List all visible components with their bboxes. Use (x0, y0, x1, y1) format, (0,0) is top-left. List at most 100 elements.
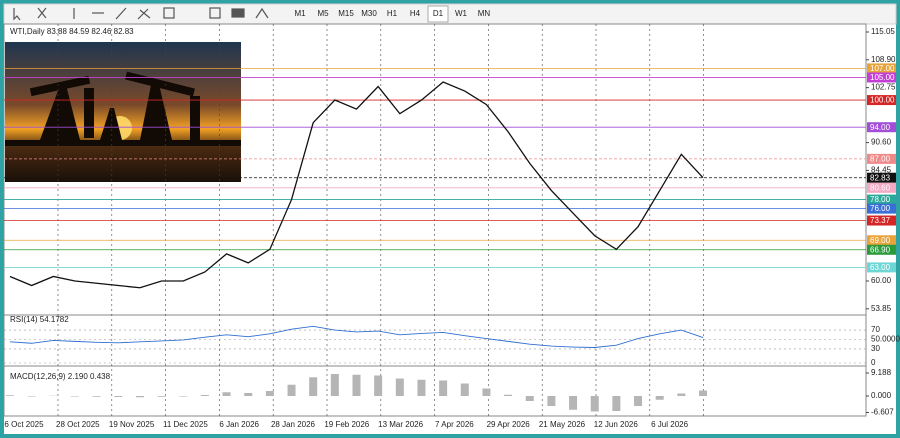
level-badge (867, 203, 896, 214)
date-label: 6 Jul 2026 (651, 420, 688, 429)
macd-bar (504, 394, 513, 396)
level-label: 69.00 (870, 236, 891, 245)
rsi-line (9, 325, 704, 348)
macd-bar (200, 395, 209, 396)
rsi-tick-label: 0 (871, 358, 876, 367)
date-label: 7 Apr 2026 (435, 420, 474, 429)
level-label: 73.37 (870, 216, 891, 225)
macd-bar (439, 380, 448, 396)
macd-bar (244, 393, 253, 396)
date-label: 28 Oct 2025 (56, 420, 100, 429)
macd-bar (569, 396, 578, 410)
date-label: 13 Mar 2026 (378, 420, 423, 429)
level-badge (867, 262, 896, 273)
level-badge (867, 72, 896, 83)
news-image (5, 42, 241, 182)
macd-bar (222, 392, 231, 396)
macd-bar (547, 396, 556, 406)
macd-bar (287, 384, 296, 396)
macd-bar (634, 396, 643, 406)
macd-bar (352, 374, 361, 396)
level-badge (867, 235, 896, 246)
timeframe-button[interactable]: M5 (317, 9, 329, 18)
level-badge (867, 153, 896, 164)
price-tick-label: 90.60 (871, 138, 892, 147)
macd-bar (70, 396, 79, 397)
timeframe-button[interactable]: M30 (361, 9, 377, 18)
level-badge (867, 244, 896, 255)
level-label: 63.00 (870, 263, 891, 272)
level-label: 76.00 (870, 204, 891, 213)
level-label: 105.00 (870, 73, 895, 82)
rsi-tick-label: 50.0000 (871, 335, 900, 344)
date-label: 21 May 2026 (539, 420, 586, 429)
macd-bar (417, 379, 426, 396)
macd-tick-label: 9.188 (871, 368, 892, 377)
macd-bar (92, 396, 101, 397)
level-label: 100.00 (870, 96, 895, 105)
rsi-tick-label: 30 (871, 344, 880, 353)
timeframe-button[interactable]: MN (478, 9, 491, 18)
level-badge (867, 215, 896, 226)
price-line (9, 81, 704, 289)
level-badge (867, 63, 896, 74)
macd-bar (612, 396, 621, 411)
timeframe-button[interactable]: D1 (433, 9, 444, 18)
timeframe-button[interactable]: H1 (387, 9, 398, 18)
level-label: 94.00 (870, 123, 891, 132)
macd-label: MACD(12,26,9) 2.190 0.438 (10, 372, 111, 381)
rsi-tick-label: 70 (871, 325, 880, 334)
level-badge (867, 172, 896, 183)
level-badge (867, 122, 896, 133)
price-tick-label: 53.85 (871, 304, 892, 313)
level-label: 80.60 (870, 183, 891, 192)
active-timeframe (427, 5, 449, 23)
timeframe-button[interactable]: M15 (338, 9, 354, 18)
price-tick-label: 115.05 (871, 27, 895, 36)
price-tick-label: 102.75 (871, 83, 896, 92)
date-label: 28 Jan 2026 (271, 420, 316, 429)
date-label: 19 Nov 2025 (109, 420, 155, 429)
macd-bar (135, 396, 144, 398)
price-tick-label: 60.00 (871, 276, 892, 285)
macd-bar (330, 374, 339, 396)
drawing-tools[interactable] (13, 7, 269, 21)
macd-bar (655, 396, 664, 400)
rsi-label: RSI(14) 54.1782 (10, 315, 69, 324)
macd-bar (157, 396, 166, 397)
macd-bar (699, 390, 707, 396)
timeframe-button[interactable]: M1 (294, 9, 306, 18)
level-label: 66.90 (870, 245, 891, 254)
date-label: 19 Feb 2026 (324, 420, 369, 429)
price-tick-label: 108.90 (871, 55, 896, 64)
macd-bar (482, 388, 491, 396)
macd-bar (677, 393, 686, 396)
macd-bar (374, 375, 383, 396)
timeframe-button[interactable]: H4 (410, 9, 421, 18)
macd-bar (265, 391, 274, 396)
level-label: 78.00 (870, 195, 891, 204)
date-label: 11 Dec 2025 (163, 420, 208, 429)
price-tick-label: 84.45 (871, 166, 892, 175)
macd-bar (179, 396, 188, 397)
macd-bar (395, 378, 404, 396)
macd-tick-label: 0.000 (871, 391, 892, 400)
timeframe-button[interactable]: W1 (455, 9, 468, 18)
macd-tick-label: -6.607 (871, 408, 894, 417)
level-label: 82.83 (870, 173, 891, 182)
date-label: 12 Jun 2026 (594, 420, 639, 429)
macd-bar (27, 396, 36, 397)
macd-bar (460, 383, 469, 396)
level-badge (867, 182, 896, 193)
level-badge (867, 95, 896, 106)
macd-bar (525, 396, 534, 401)
chart-header: WTI,Daily 83.88 84.59 82.46 82.83 (10, 27, 134, 36)
date-label: 29 Apr 2026 (487, 420, 531, 429)
macd-bar (590, 396, 599, 412)
date-label: 6 Jan 2026 (219, 420, 259, 429)
date-label: 6 Oct 2025 (4, 420, 44, 429)
macd-bar (6, 395, 14, 396)
macd-bar (309, 377, 318, 396)
